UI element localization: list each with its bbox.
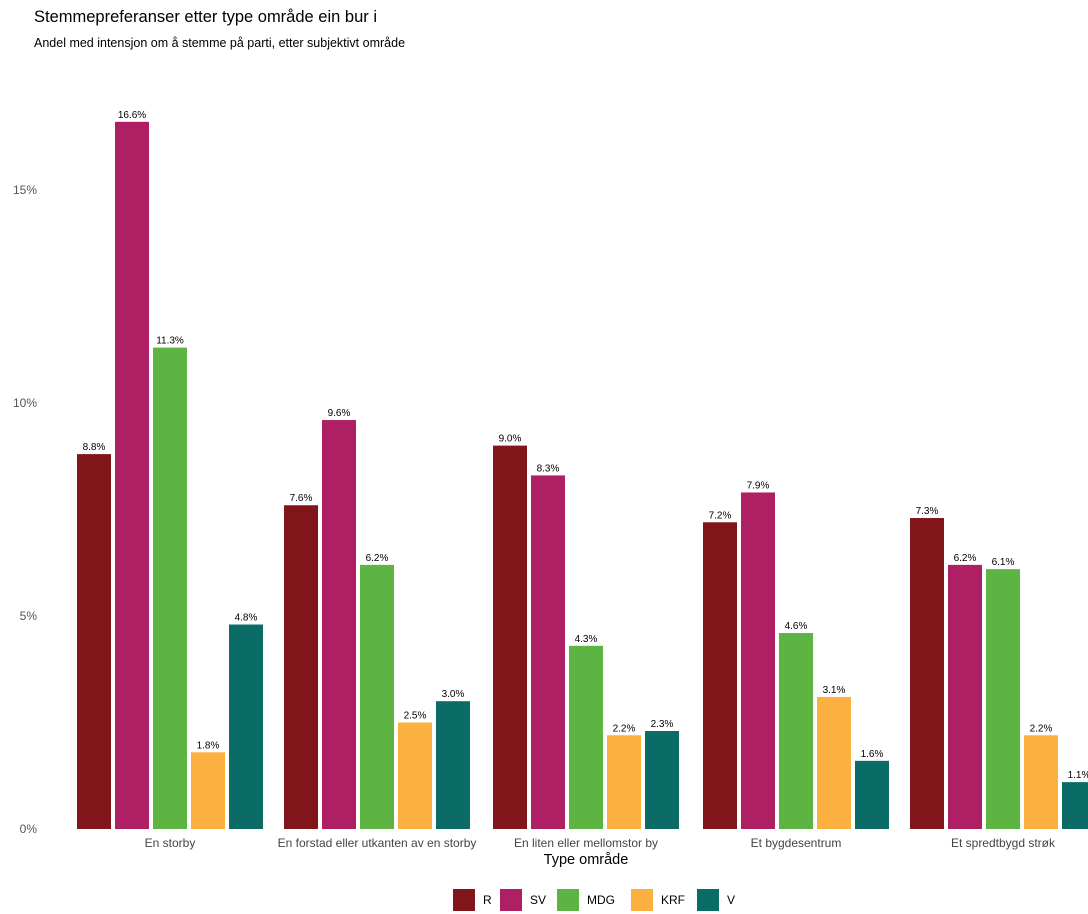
bar-v: [645, 731, 679, 829]
bar-mdg: [986, 569, 1020, 829]
x-axis: En storby En forstad eller utkanten av en…: [145, 836, 1056, 850]
bar-sv: [741, 492, 775, 829]
x-tick-label: Et spredtbygd strøk: [951, 836, 1056, 850]
bar-sv: [948, 564, 982, 829]
bar-r: [493, 445, 527, 829]
bar-value-label: 11.3%: [156, 336, 184, 347]
bar-value-label: 1.8%: [197, 740, 220, 751]
bar-value-label: 8.8%: [83, 442, 106, 453]
y-tick-label: 10%: [13, 396, 37, 410]
legend-item-mdg: MDG: [557, 889, 615, 911]
bar-value-label: 2.2%: [613, 723, 636, 734]
chart-title: Stemmepreferanser etter type område ein …: [34, 8, 377, 26]
bar-value-label: 7.6%: [290, 493, 313, 504]
bar-v: [1062, 782, 1088, 829]
y-axis: 0% 5% 10% 15%: [13, 183, 37, 836]
legend-swatch: [631, 889, 653, 911]
y-tick-label: 5%: [20, 609, 38, 623]
bar-sv: [115, 121, 149, 830]
y-tick-label: 0%: [20, 822, 38, 836]
legend-item-krf: KRF: [631, 889, 685, 911]
bar-krf: [607, 735, 641, 829]
bar-value-label: 9.0%: [499, 434, 522, 445]
legend-swatch: [500, 889, 522, 911]
bar-value-label: 16.6%: [118, 110, 146, 121]
bar-value-label: 6.2%: [366, 553, 389, 564]
legend: R SV MDG KRF V: [0, 889, 1088, 914]
bar-value-label: 8.3%: [537, 463, 560, 474]
bar-r: [284, 505, 318, 829]
bar-value-label: 2.2%: [1030, 723, 1053, 734]
bar-value-label: 6.2%: [954, 553, 977, 564]
bar-krf: [191, 752, 225, 829]
x-tick-label: Et bygdesentrum: [751, 836, 842, 850]
bar-sv: [322, 420, 356, 829]
x-axis-label: Type område: [544, 852, 629, 868]
x-tick-label: En forstad eller utkanten av en storby: [278, 836, 477, 850]
bar-value-label: 3.0%: [442, 689, 465, 700]
x-tick-label: En storby: [145, 836, 196, 850]
bar-value-label: 4.6%: [785, 621, 808, 632]
bar-mdg: [360, 564, 394, 829]
bar-value-label: 4.8%: [235, 613, 258, 624]
bar-value-label: 2.5%: [404, 711, 427, 722]
bar-r: [910, 518, 944, 829]
bar-r: [77, 454, 111, 829]
legend-item-v: V: [697, 889, 736, 911]
bar-value-label: 7.2%: [709, 510, 732, 521]
bar-value-label: 7.9%: [747, 480, 770, 491]
bar-krf: [817, 696, 851, 829]
value-labels: 8.8% 16.6% 11.3% 1.8% 4.8% 7.6% 9.6% 6.2% 2.5% 3.…: [83, 110, 1088, 781]
bar-value-label: 4.3%: [575, 634, 598, 645]
bar-krf: [398, 722, 432, 829]
bar-value-label: 6.1%: [992, 557, 1015, 568]
bar-krf: [1024, 735, 1058, 829]
x-tick-label: En liten eller mellomstor by: [514, 836, 658, 850]
bar-mdg: [779, 633, 813, 829]
legend-label: KRF: [661, 893, 685, 907]
bar-v: [855, 760, 889, 829]
bar-r: [703, 522, 737, 829]
bars: [77, 121, 1088, 830]
bar-value-label: 1.1%: [1068, 770, 1088, 781]
legend-label: MDG: [587, 893, 615, 907]
bar-v: [436, 701, 470, 829]
y-tick-label: 15%: [13, 183, 37, 197]
legend-label: SV: [530, 893, 547, 907]
legend-item-r: R: [453, 889, 492, 911]
bar-value-label: 1.6%: [861, 749, 884, 760]
bar-value-label: 7.3%: [916, 506, 939, 517]
chart-subtitle: Andel med intensjon om å stemme på parti…: [34, 36, 406, 50]
bar-value-label: 9.6%: [328, 408, 351, 419]
bar-value-label: 3.1%: [823, 685, 846, 696]
bar-mdg: [153, 347, 187, 829]
bar-v: [229, 624, 263, 829]
bar-sv: [531, 475, 565, 829]
bar-value-label: 2.3%: [651, 719, 674, 730]
legend-swatch: [453, 889, 475, 911]
legend-label: R: [483, 893, 492, 907]
legend-swatch: [557, 889, 579, 911]
legend-label: V: [727, 893, 736, 907]
legend-swatch: [697, 889, 719, 911]
bar-mdg: [569, 645, 603, 829]
legend-item-sv: SV: [500, 889, 547, 911]
